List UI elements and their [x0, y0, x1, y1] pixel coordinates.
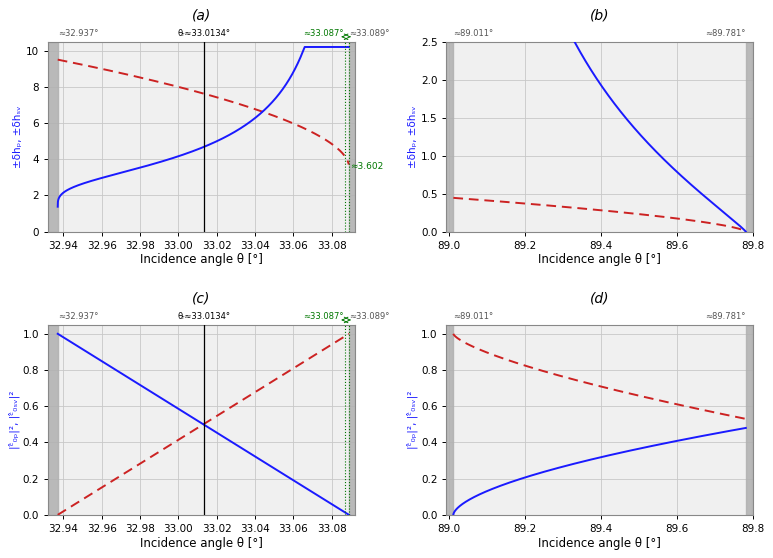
X-axis label: Incidence angle θ [°]: Incidence angle θ [°]	[140, 253, 263, 267]
Y-axis label: |ᶜ̂₀ₚ|², |ᶜ̂₀ₛᵥ|²: |ᶜ̂₀ₚ|², |ᶜ̂₀ₛᵥ|²	[9, 391, 20, 449]
Bar	[349, 325, 355, 515]
Text: ≈33.089°: ≈33.089°	[349, 312, 390, 321]
Text: ≈89.011°: ≈89.011°	[453, 29, 493, 38]
Title: (d): (d)	[590, 291, 609, 305]
Bar	[746, 41, 752, 232]
Text: ≈89.011°: ≈89.011°	[453, 312, 493, 321]
Title: (b): (b)	[590, 8, 609, 22]
Title: (c): (c)	[192, 291, 210, 305]
Bar	[349, 41, 355, 232]
Text: ≈3.602: ≈3.602	[350, 162, 383, 171]
Bar	[48, 325, 58, 515]
Bar	[447, 325, 453, 515]
Text: θᵣ≈33.0134°: θᵣ≈33.0134°	[178, 29, 230, 38]
X-axis label: Incidence angle θ [°]: Incidence angle θ [°]	[140, 537, 263, 550]
Bar	[746, 325, 752, 515]
Text: ≈32.937°: ≈32.937°	[58, 29, 98, 38]
Text: ≈33.087°: ≈33.087°	[303, 29, 343, 38]
Text: ≈32.937°: ≈32.937°	[58, 312, 98, 321]
Y-axis label: ±δhₚ, ±δhₛᵥ: ±δhₚ, ±δhₛᵥ	[13, 105, 23, 168]
Title: (a): (a)	[192, 8, 211, 22]
Y-axis label: ±δhₚ, ±δhₛᵥ: ±δhₚ, ±δhₛᵥ	[408, 105, 418, 168]
Text: θᵣ≈33.0134°: θᵣ≈33.0134°	[178, 312, 230, 321]
Y-axis label: |ᶜ̂₀ₚ|², |ᶜ̂₀ₛᵥ|²: |ᶜ̂₀ₚ|², |ᶜ̂₀ₛᵥ|²	[407, 391, 418, 449]
Text: ≈89.781°: ≈89.781°	[706, 312, 746, 321]
Bar	[447, 41, 453, 232]
Text: ≈89.781°: ≈89.781°	[706, 29, 746, 38]
X-axis label: Incidence angle θ [°]: Incidence angle θ [°]	[538, 253, 661, 267]
Bar	[48, 41, 58, 232]
X-axis label: Incidence angle θ [°]: Incidence angle θ [°]	[538, 537, 661, 550]
Text: ≈33.087°: ≈33.087°	[303, 312, 343, 321]
Text: ≈33.089°: ≈33.089°	[349, 29, 390, 38]
